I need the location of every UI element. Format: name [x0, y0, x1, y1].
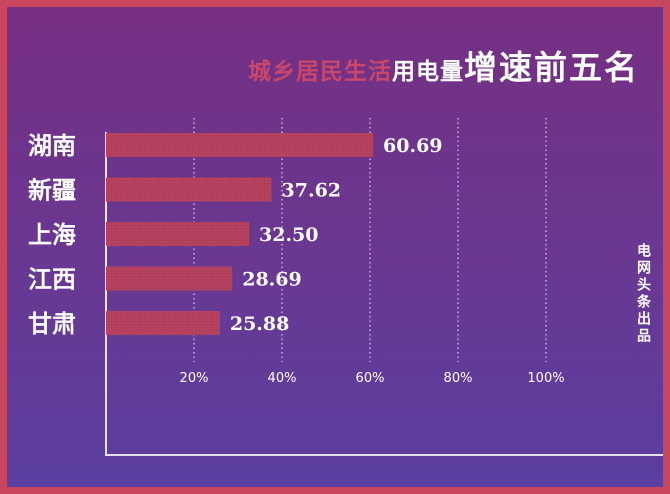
x-tick-label: 60% [356, 371, 385, 386]
label-layer: 20% 40% 60% 80% 100% 湖南 60.69 新疆 37.62 上海 32.50 江西 2… [28, 131, 565, 386]
x-tick-label: 100% [527, 371, 564, 386]
bar-layer [106, 133, 374, 335]
chart-title: 城乡居民生活 用电量 增速前五名 [248, 41, 639, 89]
value-label: 28.69 [242, 269, 302, 291]
bar [106, 311, 220, 335]
x-tick-label: 80% [444, 371, 473, 386]
category-label: 上海 [28, 220, 76, 249]
value-label: 60.69 [383, 135, 443, 157]
title-part-1: 城乡居民生活 [248, 59, 392, 85]
value-label: 32.50 [259, 224, 319, 246]
category-label: 湖南 [28, 131, 76, 160]
title-part-2: 用电量 [392, 59, 464, 85]
bar [106, 177, 272, 202]
title-part-3: 增速前五名 [464, 48, 639, 87]
category-label: 新疆 [28, 176, 76, 205]
bar [106, 222, 249, 246]
category-label: 江西 [28, 265, 76, 294]
bar [106, 266, 233, 291]
value-label: 25.88 [230, 313, 290, 335]
x-tick-label: 40% [268, 371, 297, 386]
bar [106, 133, 374, 157]
axis-frame [105, 132, 663, 456]
value-label: 37.62 [282, 180, 342, 202]
x-tick-label: 20% [180, 371, 209, 386]
source-note: 电网头条出品 [635, 243, 651, 345]
category-label: 甘肃 [28, 309, 76, 338]
